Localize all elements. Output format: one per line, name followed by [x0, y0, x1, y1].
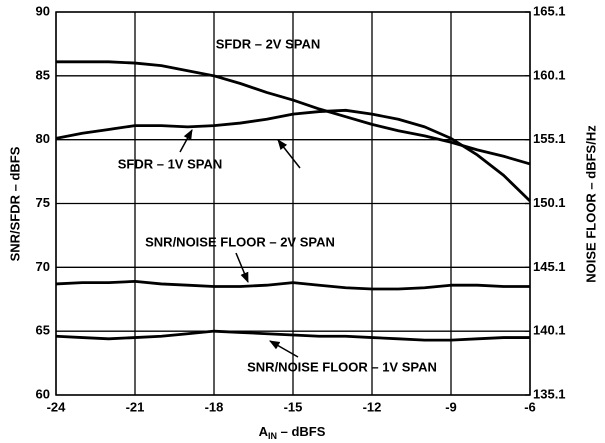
y-axis-label: SNR/SFDR – dBFS	[7, 146, 22, 261]
y-tick-label: 65	[36, 323, 50, 338]
y-tick-label: 90	[36, 3, 50, 18]
line-series	[55, 279, 530, 291]
y2-tick-label: 140.1	[533, 323, 566, 338]
line-series	[55, 329, 530, 342]
x-axis-label: AIN – dBFS	[259, 424, 326, 441]
annotation-arrow	[179, 129, 193, 153]
y-tick-label: 85	[36, 67, 50, 82]
annotation: SNR/NOISE FLOOR – 2V SPAN	[145, 234, 335, 249]
x-tick-label: -21	[126, 399, 145, 414]
y2-tick-label: 155.1	[533, 131, 566, 146]
x-tick-label: -24	[47, 399, 67, 414]
x-tick-label: -6	[524, 399, 536, 414]
annotation-arrow	[277, 139, 301, 169]
line-series	[55, 108, 531, 202]
y2-axis-label: NOISE FLOOR – dBFS/Hz	[583, 125, 598, 283]
x-tick-label: -18	[205, 399, 224, 414]
annotation: SNR/NOISE FLOOR – 1V SPAN	[247, 359, 437, 374]
y-tick-label: 80	[36, 131, 50, 146]
y2-tick-label: 145.1	[533, 259, 566, 274]
x-tick-label: -9	[445, 399, 457, 414]
x-tick-label: -12	[363, 399, 382, 414]
plot-frame	[55, 11, 531, 396]
line-series	[56, 60, 531, 166]
y2-tick-label: 150.1	[533, 195, 566, 210]
y-tick-label: 70	[36, 259, 50, 274]
annotation-arrow	[269, 340, 299, 358]
y2-tick-label: 165.1	[533, 3, 566, 18]
y2-tick-label: 160.1	[533, 67, 566, 82]
y-tick-label: 60	[36, 386, 50, 401]
y-tick-label: 75	[36, 195, 50, 210]
y2-tick-label: 135.1	[533, 386, 566, 401]
annotation: SFDR – 2V SPAN	[216, 36, 321, 51]
x-tick-label: -15	[284, 399, 303, 414]
annotation: SFDR – 1V SPAN	[118, 156, 223, 171]
